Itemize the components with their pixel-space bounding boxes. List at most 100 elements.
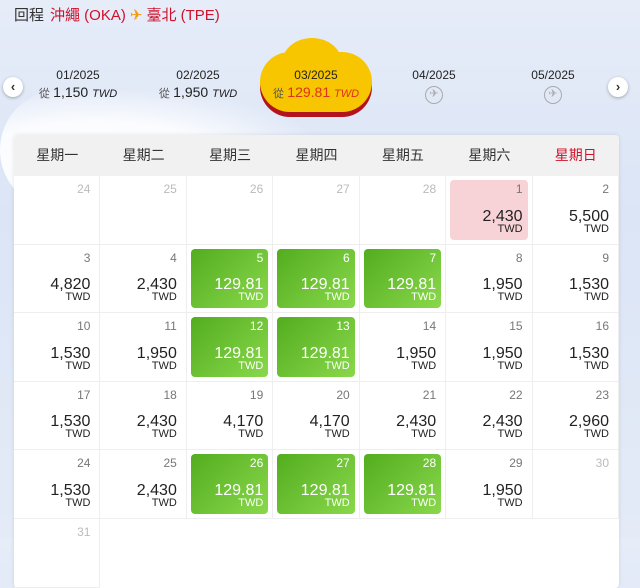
day-number: 6 bbox=[343, 250, 350, 265]
day-currency: TWD bbox=[411, 291, 437, 304]
day-number: 18 bbox=[163, 387, 177, 402]
day-cell[interactable]: 14 1,950 TWD bbox=[359, 313, 447, 382]
day-cell: 30 bbox=[532, 450, 619, 519]
month-tab-03-2025[interactable]: 03/2025 從 129.81 TWD bbox=[266, 68, 366, 101]
day-price: 1,530 bbox=[50, 344, 91, 362]
day-cell[interactable]: 3 4,820 TWD bbox=[14, 244, 101, 314]
day-currency: TWD bbox=[324, 291, 350, 304]
day-number: 26 bbox=[249, 182, 264, 196]
day-cell[interactable]: 11 1,950 TWD bbox=[100, 313, 187, 382]
day-cell[interactable]: 13 129.81 TWD bbox=[273, 313, 360, 382]
day-cell[interactable]: 2 5,500 TWD bbox=[532, 176, 619, 245]
day-price: 129.81 bbox=[214, 481, 264, 499]
day-number: 15 bbox=[509, 319, 523, 334]
day-cell[interactable]: 1 2,430 TWD bbox=[446, 176, 533, 245]
day-currency: TWD bbox=[411, 496, 437, 509]
day-number: 27 bbox=[336, 182, 350, 196]
day-currency: TWD bbox=[238, 291, 264, 304]
day-currency: TWD bbox=[238, 496, 264, 509]
day-number: 1 bbox=[515, 182, 523, 196]
day-number: 20 bbox=[336, 387, 350, 402]
month-label: 03/2025 bbox=[294, 68, 338, 82]
day-currency: TWD bbox=[583, 291, 609, 304]
day-number: 25 bbox=[163, 182, 177, 196]
prev-month-button[interactable]: ‹ bbox=[3, 77, 23, 97]
day-number: 5 bbox=[256, 250, 264, 265]
month-tab-01-2025[interactable]: 01/2025 從 1,150 TWD bbox=[28, 68, 128, 101]
day-highlight bbox=[277, 317, 355, 377]
day-number: 23 bbox=[595, 387, 609, 402]
day-number: 3 bbox=[83, 250, 91, 265]
day-price: 4,170 bbox=[223, 413, 264, 431]
day-currency: TWD bbox=[583, 428, 609, 441]
day-cell[interactable]: 28 129.81 TWD bbox=[359, 450, 447, 519]
day-cell[interactable]: 8 1,950 TWD bbox=[446, 244, 533, 314]
month-tab-05-2025[interactable]: 05/2025 ✈ bbox=[503, 68, 603, 104]
day-currency: TWD bbox=[583, 359, 609, 372]
day-currency: TWD bbox=[151, 359, 177, 372]
day-number: 10 bbox=[77, 319, 91, 334]
day-price: 4,820 bbox=[50, 276, 91, 294]
day-cell[interactable]: 16 1,530 TWD bbox=[532, 313, 619, 382]
from-label: 從 bbox=[38, 88, 50, 100]
day-number: 28 bbox=[422, 182, 437, 196]
day-number: 25 bbox=[163, 456, 177, 471]
day-cell[interactable]: 7 129.81 TWD bbox=[359, 244, 447, 314]
weekday-2: 星期二 bbox=[122, 147, 165, 163]
day-price: 129.81 bbox=[214, 344, 264, 362]
day-cell[interactable]: 26 129.81 TWD bbox=[186, 450, 274, 519]
day-cell[interactable]: 4 2,430 TWD bbox=[100, 244, 187, 314]
day-number: 24 bbox=[77, 456, 91, 471]
day-currency: TWD bbox=[324, 359, 350, 372]
day-cell[interactable]: 24 1,530 TWD bbox=[14, 450, 101, 519]
origin: 沖繩 (OKA) bbox=[50, 7, 126, 24]
day-price: 5,500 bbox=[568, 207, 609, 225]
month-currency: TWD bbox=[334, 88, 360, 100]
day-price: 1,950 bbox=[136, 344, 177, 362]
day-currency: TWD bbox=[65, 428, 91, 441]
day-cell[interactable]: 9 1,530 TWD bbox=[532, 244, 619, 314]
day-price: 1,950 bbox=[482, 344, 523, 362]
next-month-button[interactable]: › bbox=[608, 77, 628, 97]
month-label: 01/2025 bbox=[56, 68, 100, 82]
day-cell[interactable]: 25 2,430 TWD bbox=[100, 450, 187, 519]
day-cell[interactable]: 15 1,950 TWD bbox=[446, 313, 533, 382]
day-currency: TWD bbox=[497, 222, 523, 235]
day-number: 24 bbox=[77, 182, 91, 196]
day-number: 28 bbox=[422, 456, 437, 471]
month-price: 129.81 bbox=[287, 84, 331, 100]
day-number: 14 bbox=[422, 319, 437, 334]
day-cell[interactable]: 5 129.81 TWD bbox=[186, 244, 274, 314]
day-highlight bbox=[277, 454, 355, 514]
day-price: 2,430 bbox=[482, 207, 523, 225]
day-cell[interactable]: 10 1,530 TWD bbox=[14, 313, 101, 382]
day-cell[interactable]: 19 4,170 TWD bbox=[186, 381, 274, 451]
day-currency: TWD bbox=[411, 428, 437, 441]
day-highlight bbox=[190, 248, 269, 309]
day-cell[interactable]: 12 129.81 TWD bbox=[186, 313, 274, 382]
month-tab-02-2025[interactable]: 02/2025 從 1,950 TWD bbox=[148, 68, 248, 101]
day-number: 26 bbox=[249, 456, 264, 471]
day-price: 2,430 bbox=[136, 481, 177, 499]
day-cell[interactable]: 23 2,960 TWD bbox=[532, 381, 619, 451]
day-cell[interactable]: 27 129.81 TWD bbox=[273, 450, 360, 519]
month-tab-04-2025[interactable]: 04/2025 ✈ bbox=[384, 68, 484, 104]
day-highlight bbox=[363, 248, 442, 309]
day-price: 2,430 bbox=[136, 276, 177, 294]
calendar: 星期一 星期二 星期三 星期四 星期五 星期六 星期日 24 25 26 27 28 1 2,430 TW… bbox=[14, 135, 619, 588]
day-currency: TWD bbox=[65, 291, 91, 304]
day-price: 1,530 bbox=[50, 413, 91, 431]
day-cell[interactable]: 6 129.81 TWD bbox=[273, 244, 360, 314]
day-highlight bbox=[190, 454, 269, 514]
day-cell[interactable]: 20 4,170 TWD bbox=[273, 381, 360, 451]
day-cell[interactable]: 18 2,430 TWD bbox=[100, 381, 187, 451]
day-cell[interactable]: 22 2,430 TWD bbox=[446, 381, 533, 451]
day-number: 17 bbox=[77, 387, 91, 402]
day-number: 29 bbox=[509, 456, 523, 471]
weekday-3: 星期三 bbox=[209, 147, 252, 163]
day-cell[interactable]: 29 1,950 TWD bbox=[446, 450, 533, 519]
day-number: 16 bbox=[595, 319, 609, 334]
month-price: 1,950 bbox=[173, 84, 209, 100]
day-cell[interactable]: 21 2,430 TWD bbox=[359, 381, 447, 451]
day-cell[interactable]: 17 1,530 TWD bbox=[14, 381, 101, 451]
